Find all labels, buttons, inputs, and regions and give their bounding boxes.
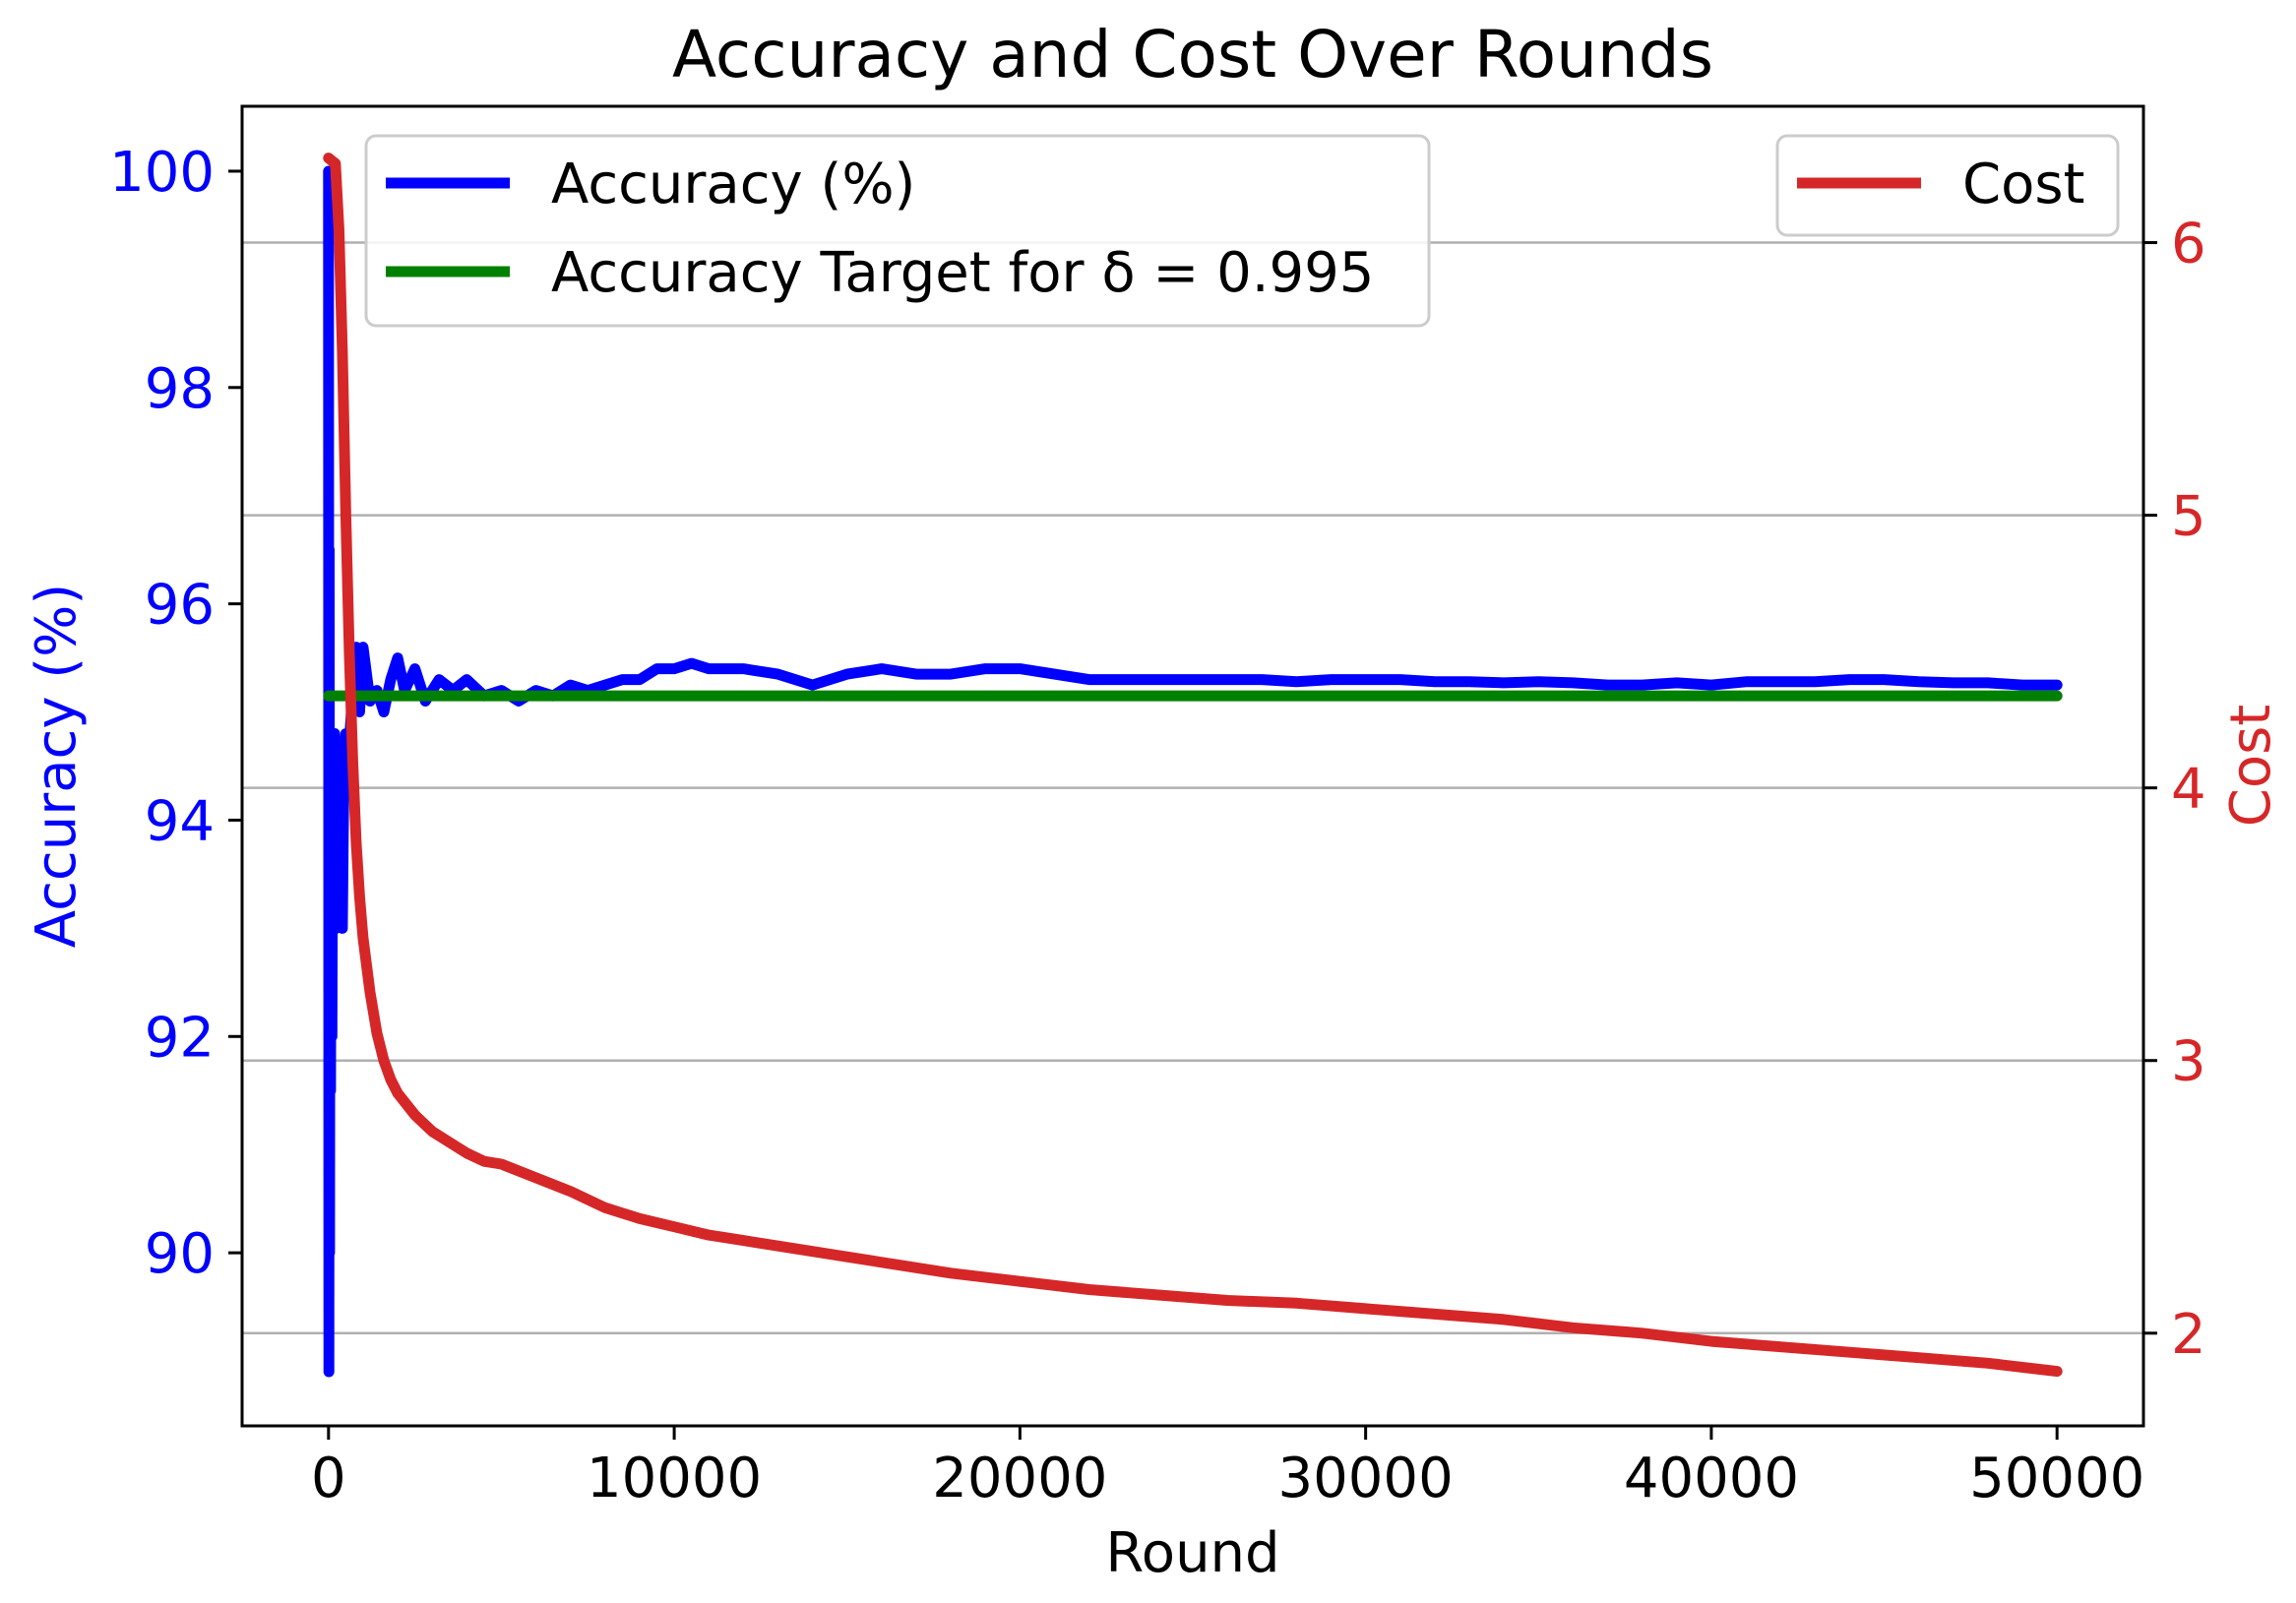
x-tick-label: 30000 <box>1278 1447 1454 1511</box>
right-y-tick-label: 4 <box>2171 758 2206 822</box>
x-tick-label: 10000 <box>587 1447 762 1511</box>
left-y-axis: 90 92 94 96 98 100 <box>109 141 242 1286</box>
legend-left-box <box>364 134 1431 328</box>
right-y-axis-label: Cost <box>2219 705 2283 828</box>
right-y-tick-label: 6 <box>2171 213 2206 277</box>
x-tick-label: 0 <box>311 1447 346 1511</box>
right-y-axis: 2 3 4 5 6 <box>2143 213 2206 1367</box>
left-y-tick-label: 92 <box>145 1006 215 1070</box>
legend-right-box <box>1775 134 2120 237</box>
legend-label-accuracy: Accuracy (%) <box>551 153 915 216</box>
x-tick-label: 20000 <box>932 1447 1107 1511</box>
x-axis-label: Round <box>1105 1521 1279 1585</box>
legend-label-target: Accuracy Target for δ = 0.995 <box>551 241 1374 305</box>
right-y-tick-label: 2 <box>2171 1303 2206 1367</box>
x-tick-label: 50000 <box>1969 1447 2144 1511</box>
left-y-tick-label: 96 <box>145 574 215 638</box>
legend-left: Accuracy (%) Accuracy Target for δ = 0.9… <box>364 134 1431 328</box>
series-lines <box>323 153 2063 1378</box>
legend-right: Cost <box>1775 134 2120 237</box>
chart-title: Accuracy and Cost Over Rounds <box>672 17 1713 92</box>
series-line-cost <box>323 153 2063 1378</box>
x-axis: 0 10000 20000 30000 40000 50000 <box>311 1426 2144 1511</box>
x-tick-label: 40000 <box>1624 1447 1799 1511</box>
left-y-axis-label: Accuracy (%) <box>25 584 89 948</box>
right-y-tick-label: 3 <box>2171 1030 2206 1094</box>
left-y-tick-label: 90 <box>145 1222 215 1286</box>
series-line-accuracy <box>323 165 2063 1378</box>
left-y-tick-label: 98 <box>145 357 215 421</box>
left-y-tick-label: 94 <box>145 789 215 853</box>
legend-label-cost: Cost <box>1962 153 2085 216</box>
plot-frame <box>240 104 2145 1428</box>
right-y-tick-label: 5 <box>2171 485 2206 549</box>
left-y-tick-label: 100 <box>109 141 215 205</box>
